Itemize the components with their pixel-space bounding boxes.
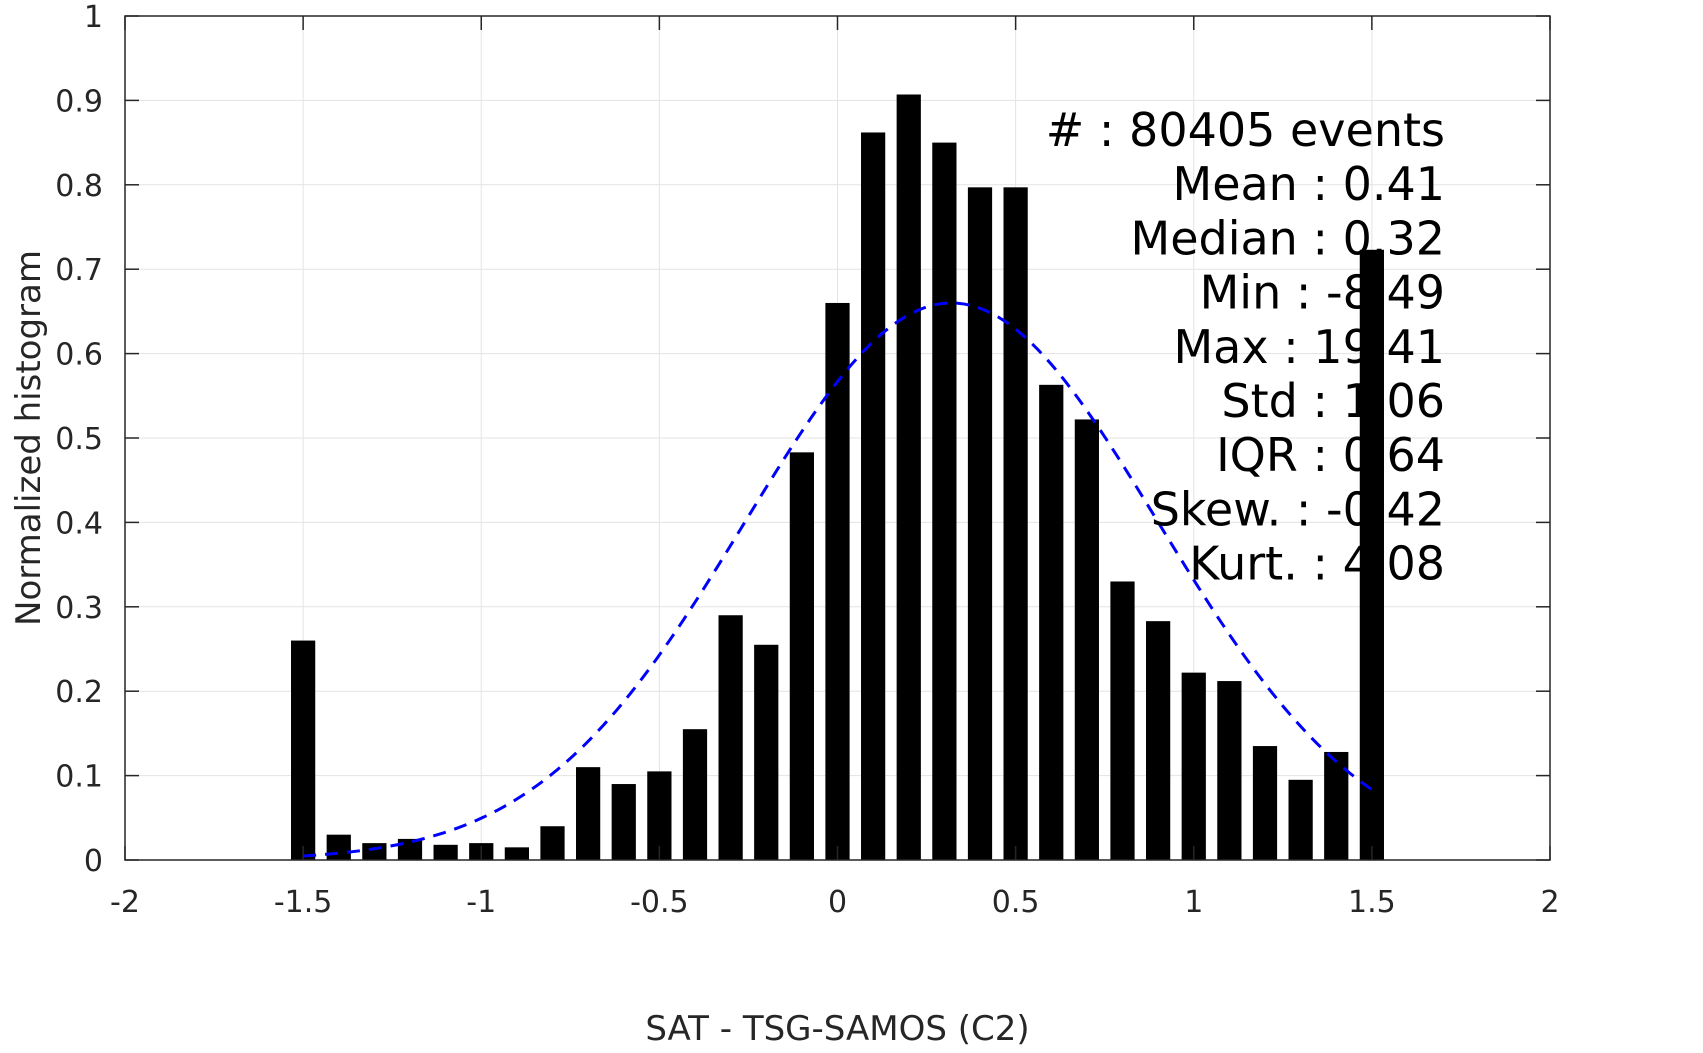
histogram-bar [576,767,601,860]
histogram-bar [611,784,636,860]
histogram-bar [540,826,565,860]
stats-line: Mean : 0.41 [1173,157,1446,211]
histogram-bar [397,838,423,860]
stats-line: Min : -8.49 [1200,266,1445,320]
histogram-bar [825,302,850,861]
histogram-bar [1217,681,1242,860]
y-tick-labels: 0 0.1 0.2 0.3 0.4 0.5 0.6 0.7 0.8 0.9 1 [55,0,103,879]
x-tick-label: 2 [1540,885,1559,920]
y-tick-label: 0.2 [55,675,103,710]
histogram-bar [1039,384,1064,860]
stats-line: Median : 0.32 [1131,211,1445,265]
histogram-bar [1252,746,1278,860]
y-tick-label: 1 [84,0,103,35]
x-tick-label: -0.5 [630,885,689,920]
normal-fit-curve [303,301,1373,858]
histogram-bar [326,834,351,860]
stats-line: # : 80405 events [1046,103,1445,157]
x-tick-labels: -2 -1.5 -1 -0.5 0 0.5 1 1.5 2 [110,885,1560,920]
y-tick-label: 0.5 [55,422,103,457]
histogram-bar [362,843,387,860]
histogram-bar [718,615,743,860]
histogram-bar [967,187,993,860]
axes-box [124,15,1551,861]
stats-line: Std : 1.06 [1221,374,1445,428]
histogram-bar [754,644,779,860]
x-tick-label: 1 [1184,885,1203,920]
y-tick-label: 0.9 [55,84,103,119]
stats-line: Skew. : -0.42 [1151,482,1445,536]
histogram-bar [1181,672,1206,860]
y-tick-label: 0.8 [55,169,103,204]
stats-line: Max : 19.41 [1173,320,1445,374]
y-tick-label: 0 [84,844,103,879]
histogram-bars [291,94,1384,861]
x-tick-label: -1 [466,885,496,920]
histogram-bar [291,640,316,860]
histogram-bar [932,142,957,861]
x-tick-label: -2 [110,885,140,920]
histogram-bar [1003,187,1028,860]
histogram-bar [504,847,529,860]
histogram-bar [789,452,814,860]
y-tick-label: 0.3 [55,591,103,626]
histogram-bar [433,844,458,860]
x-tick-label: 0 [828,885,847,920]
histogram-bar [1110,581,1135,860]
stats-line: Kurt. : 4.08 [1189,537,1445,591]
y-tick-label: 0.7 [55,253,103,288]
histogram-bar [647,771,672,860]
x-tick-label: 0.5 [992,885,1040,920]
y-tick-label: 0.1 [55,760,103,795]
y-tick-label: 0.6 [55,338,103,373]
histogram-bar [896,94,921,860]
histogram-bar [1359,249,1384,861]
x-tick-label: 1.5 [1348,885,1396,920]
stats-line: IQR : 0.64 [1216,428,1445,482]
histogram-bar [1074,419,1099,860]
x-tick-label: -1.5 [274,885,333,920]
histogram-bar [1288,779,1313,860]
histogram-bar [861,132,886,861]
histogram-bar [1146,621,1171,860]
histogram-bar [682,729,708,860]
y-axis-label: Normalized histogram [9,250,49,626]
x-axis-label: SAT - TSG-SAMOS (C2) [645,1009,1029,1049]
y-tick-label: 0.4 [55,506,103,541]
